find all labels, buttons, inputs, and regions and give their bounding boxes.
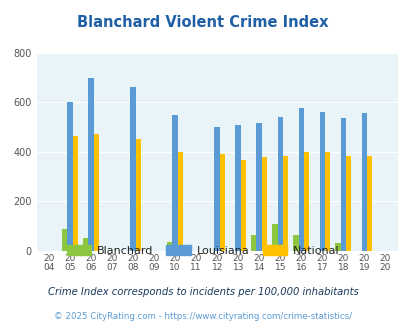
Text: Blanchard Violent Crime Index: Blanchard Violent Crime Index [77, 15, 328, 30]
Bar [130, 87, 136, 251]
Bar [220, 154, 225, 251]
Bar [292, 235, 298, 251]
Text: © 2025 CityRating.com - https://www.cityrating.com/crime-statistics/: © 2025 CityRating.com - https://www.city… [54, 312, 351, 321]
Bar [214, 127, 220, 251]
Bar [250, 235, 256, 251]
Bar [298, 109, 303, 251]
Bar [256, 123, 261, 251]
Bar [334, 244, 340, 251]
Bar [345, 155, 351, 251]
Bar [94, 135, 99, 251]
Bar [324, 152, 330, 251]
Bar [271, 224, 277, 251]
Bar [73, 136, 78, 251]
Bar [277, 117, 282, 251]
Bar [240, 160, 246, 251]
Bar [136, 139, 141, 251]
Bar [177, 152, 183, 251]
Bar [282, 155, 288, 251]
Bar [319, 112, 324, 251]
Bar [235, 124, 240, 251]
Legend: Blanchard, Louisiana, National: Blanchard, Louisiana, National [62, 240, 343, 260]
Bar [360, 114, 366, 251]
Bar [67, 102, 73, 251]
Bar [172, 115, 177, 251]
Bar [88, 78, 94, 251]
Bar [303, 152, 309, 251]
Bar [366, 155, 371, 251]
Bar [340, 118, 345, 251]
Text: Crime Index corresponds to incidents per 100,000 inhabitants: Crime Index corresponds to incidents per… [47, 287, 358, 297]
Bar [83, 238, 88, 251]
Bar [261, 157, 267, 251]
Bar [62, 228, 67, 251]
Bar [166, 242, 172, 251]
